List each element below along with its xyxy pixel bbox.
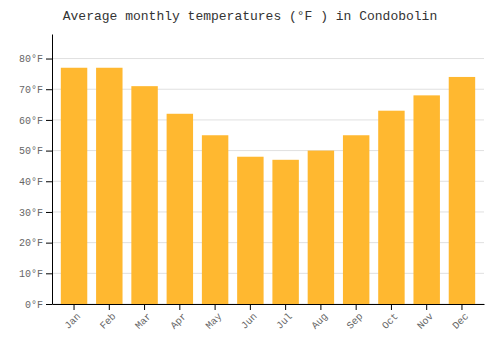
- y-tick-label: 40°F: [19, 177, 43, 188]
- plot: Jan Feb Mar Apr May Jun Jul Aug Sep Oct Nov Dec 0°F 1…: [19, 35, 485, 332]
- y-tick-label: 70°F: [19, 85, 43, 96]
- x-tick-label: Jan: [63, 311, 84, 332]
- y-tick-label: 10°F: [19, 269, 43, 280]
- y-tick: 80°F: [19, 54, 52, 65]
- bar: [272, 160, 298, 304]
- x-tick-label: Oct: [380, 311, 401, 332]
- y-tick: 0°F: [25, 300, 52, 311]
- y-tick: 20°F: [19, 238, 52, 249]
- x-axis-line: [53, 304, 485, 305]
- bar: [413, 95, 439, 304]
- x-tick-mark: [250, 304, 251, 310]
- grid-line: [52, 58, 484, 59]
- y-tick-mark: [46, 151, 52, 152]
- x-tick-label: May: [204, 311, 225, 332]
- y-tick: 70°F: [19, 85, 52, 96]
- y-tick-mark: [46, 243, 52, 244]
- x-tick-label: Aug: [310, 311, 331, 332]
- x-tick-mark: [74, 304, 75, 310]
- y-tick-label: 80°F: [19, 54, 43, 65]
- y-tick: 60°F: [19, 116, 52, 127]
- y-tick: 10°F: [19, 269, 52, 280]
- bar: [237, 157, 263, 304]
- x-tick-mark: [356, 304, 357, 310]
- x-tick: Dec: [451, 304, 472, 332]
- y-tick-label: 20°F: [19, 238, 43, 249]
- x-tick-label: Mar: [133, 311, 154, 332]
- x-tick-label: Jun: [239, 311, 260, 332]
- x-tick: Apr: [169, 304, 190, 332]
- y-tick-mark: [46, 59, 52, 60]
- y-tick-mark: [46, 273, 52, 274]
- y-tick-label: 50°F: [19, 146, 43, 157]
- x-tick: Jan: [63, 304, 84, 332]
- y-tick-label: 30°F: [19, 208, 43, 219]
- x-tick: Jul: [274, 304, 295, 332]
- y-tick: 40°F: [19, 177, 52, 188]
- x-tick: May: [204, 304, 225, 332]
- y-tick-mark: [46, 120, 52, 121]
- y-tick: 30°F: [19, 208, 52, 219]
- x-tick: Sep: [345, 304, 366, 332]
- x-tick: Nov: [415, 304, 436, 332]
- x-tick-mark: [461, 304, 462, 310]
- bar: [343, 135, 369, 304]
- title: Average monthly temperatures (°F ) in Co…: [63, 9, 437, 24]
- x-tick-label: Apr: [169, 311, 190, 332]
- x-tick-mark: [285, 304, 286, 310]
- grid: [52, 59, 484, 304]
- bar: [202, 135, 228, 304]
- x-axis: Jan Feb Mar Apr May Jun Jul Aug Sep Oct Nov Dec: [53, 304, 485, 332]
- y-axis-line: [52, 35, 53, 305]
- x-tick-label: Nov: [415, 311, 436, 332]
- x-tick-label: Feb: [98, 311, 119, 332]
- bar: [449, 77, 475, 304]
- chart: Average monthly temperatures (°F ) in Co…: [0, 0, 500, 350]
- x-tick: Mar: [133, 304, 154, 332]
- x-tick-mark: [109, 304, 110, 310]
- bar: [61, 68, 87, 304]
- x-tick-mark: [215, 304, 216, 310]
- x-tick-mark: [179, 304, 180, 310]
- y-tick-mark: [46, 304, 52, 305]
- x-tick: Oct: [380, 304, 401, 332]
- x-tick-mark: [391, 304, 392, 310]
- x-tick-mark: [426, 304, 427, 310]
- y-tick-mark: [46, 181, 52, 182]
- x-tick-mark: [144, 304, 145, 310]
- bars: [61, 68, 475, 304]
- x-tick-mark: [320, 304, 321, 310]
- bar: [131, 86, 157, 304]
- y-tick-label: 60°F: [19, 116, 43, 127]
- bar: [308, 151, 334, 304]
- x-tick: Aug: [310, 304, 331, 332]
- y-axis: 0°F 10°F 20°F 30°F 40°F 50°F 60°F 70°F 80°F: [19, 35, 53, 311]
- x-tick-label: Jul: [274, 311, 295, 332]
- y-tick: 50°F: [19, 146, 52, 157]
- bar: [378, 111, 404, 304]
- bar: [96, 68, 122, 304]
- x-tick-label: Dec: [451, 311, 472, 332]
- x-tick-label: Sep: [345, 311, 366, 332]
- y-tick-label: 0°F: [25, 300, 43, 311]
- y-tick-mark: [46, 212, 52, 213]
- x-tick: Jun: [239, 304, 260, 332]
- y-tick-mark: [46, 89, 52, 90]
- bar: [167, 114, 193, 304]
- x-tick: Feb: [98, 304, 119, 332]
